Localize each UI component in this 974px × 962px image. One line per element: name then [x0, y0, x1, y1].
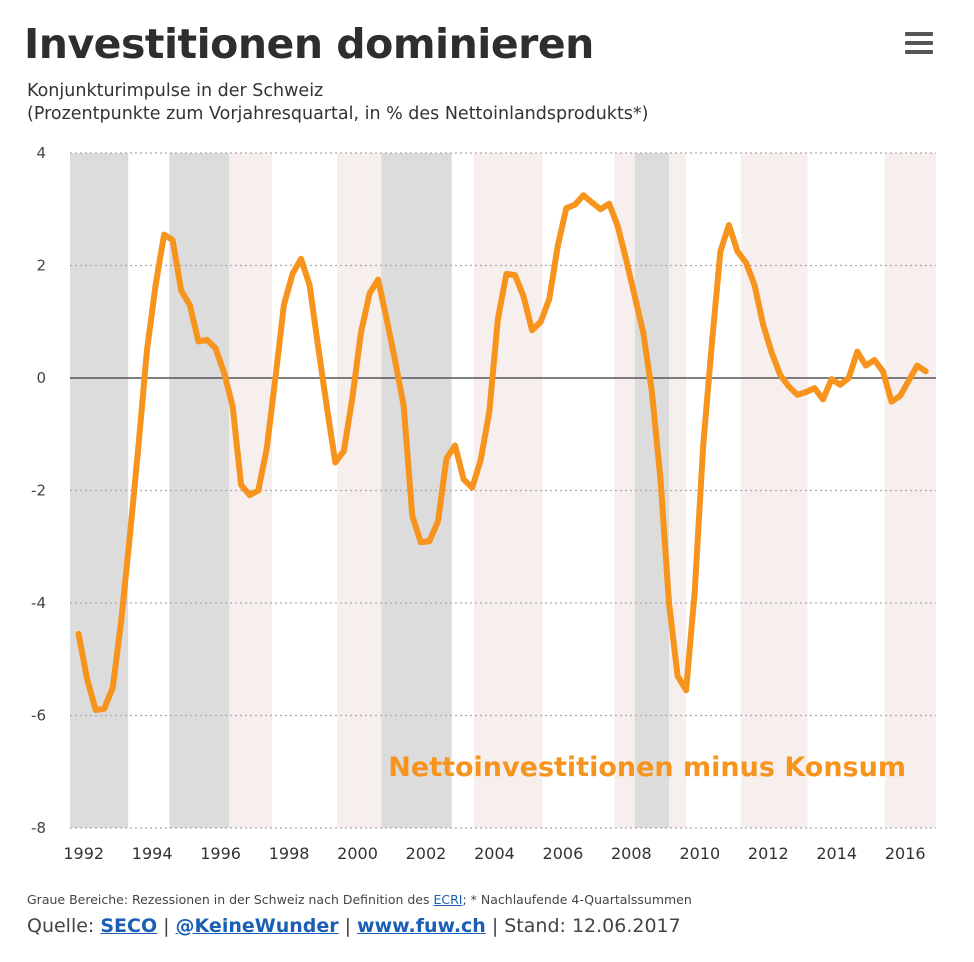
y-tick-label: 2 [36, 257, 46, 275]
x-tick-label: 1996 [200, 844, 241, 863]
seco-link[interactable]: SECO [100, 915, 158, 937]
fuw-link[interactable]: www.fuw.ch [357, 915, 486, 937]
y-tick-label: -4 [31, 594, 46, 612]
x-tick-label: 1992 [63, 844, 104, 863]
y-tick-label: 0 [36, 369, 46, 387]
chart-subtitle: Konjunkturimpulse in der Schweiz (Prozen… [27, 80, 649, 126]
subtitle-line-2: (Prozentpunkte zum Vorjahresquartal, in … [27, 104, 649, 124]
footnote-prefix: Graue Bereiche: Rezessionen in der Schwe… [27, 892, 434, 907]
source-label: Quelle: [27, 915, 101, 937]
x-tick-label: 2014 [816, 844, 857, 863]
footnote-suffix: ; * Nachlaufende 4-Quartalssummen [462, 892, 692, 907]
separator: | [344, 915, 352, 937]
line-chart: 4 2 0 -2 -4 -6 -8 1992 1994 1996 1998 2000 2002 2004… [31, 144, 936, 863]
x-tick-label: 2004 [474, 844, 515, 863]
x-tick-label: 2000 [337, 844, 378, 863]
x-tick-label: 1998 [269, 844, 310, 863]
menu-bar-top [905, 32, 933, 36]
gridlines [70, 152, 936, 829]
light-band [473, 153, 543, 828]
series-line-nettoinvestitionen [75, 192, 929, 713]
x-tick-label: 2016 [885, 844, 926, 863]
ecri-link[interactable]: ECRI [433, 892, 463, 907]
subtitle-line-1: Konjunkturimpulse in der Schweiz [27, 81, 324, 101]
stand-date: Stand: 12.06.2017 [504, 915, 681, 937]
menu-bar-bottom [905, 50, 933, 54]
series-label: Nettoinvestitionen minus Konsum [388, 752, 906, 783]
hamburger-menu-icon[interactable] [905, 32, 933, 56]
source-line: Quelle: SECO | @KeineWunder | www.fuw.ch | Sta… [27, 915, 681, 937]
chart-title: Investitionen dominieren [24, 20, 594, 68]
menu-bar-middle [905, 41, 933, 45]
light-band [336, 153, 382, 828]
y-tick-label: 4 [36, 144, 46, 162]
x-tick-label: 2006 [543, 844, 584, 863]
footnote: Graue Bereiche: Rezessionen in der Schwe… [27, 892, 692, 907]
x-tick-label: 2008 [611, 844, 652, 863]
y-tick-label: -2 [31, 482, 46, 500]
separator: | [163, 915, 170, 937]
x-tick-label: 2002 [406, 844, 447, 863]
keinewunder-link[interactable]: @KeineWunder [175, 915, 339, 937]
recession-band [70, 153, 129, 828]
y-axis-ticks: 4 2 0 -2 -4 -6 -8 [31, 144, 46, 837]
y-tick-label: -8 [31, 819, 46, 837]
y-tick-label: -6 [31, 707, 46, 725]
x-tick-label: 1994 [132, 844, 173, 863]
light-band [614, 153, 635, 828]
x-tick-label: 2010 [679, 844, 720, 863]
x-tick-label: 2012 [748, 844, 789, 863]
x-axis-ticks: 1992 1994 1996 1998 2000 2002 2004 2006 2008 2010… [63, 844, 925, 863]
separator: | [491, 915, 499, 937]
